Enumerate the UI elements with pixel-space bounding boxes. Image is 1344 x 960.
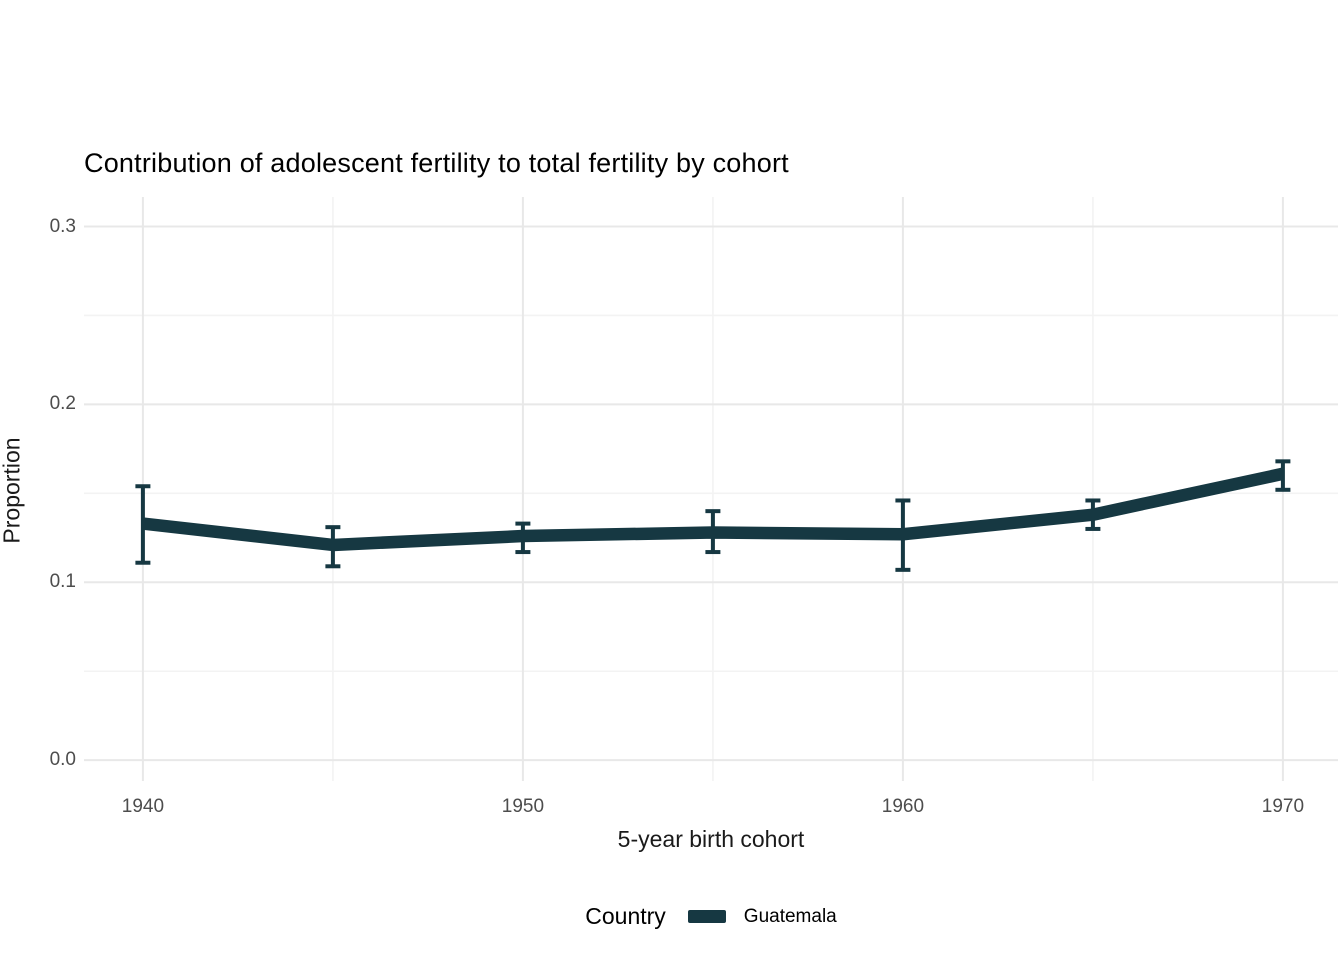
legend: Country Guatemala xyxy=(84,903,1338,930)
x-tick-label: 1950 xyxy=(501,796,545,817)
y-tick-label: 0.2 xyxy=(49,393,76,415)
y-tick-label: 0.1 xyxy=(49,571,76,593)
x-tick-label: 1970 xyxy=(1261,796,1305,817)
x-tick-label: 1940 xyxy=(121,796,165,817)
y-tick-label: 0.3 xyxy=(49,215,76,237)
x-tick-label: 1960 xyxy=(881,796,925,817)
chart-title: Contribution of adolescent fertility to … xyxy=(84,148,789,178)
x-axis-title: 5-year birth cohort xyxy=(617,826,805,852)
legend-key-line-swatch xyxy=(687,910,726,923)
legend-title: Country xyxy=(585,903,666,929)
y-tick-label: 0.0 xyxy=(49,749,76,771)
legend-label-guatemala: Guatemala xyxy=(743,905,837,927)
